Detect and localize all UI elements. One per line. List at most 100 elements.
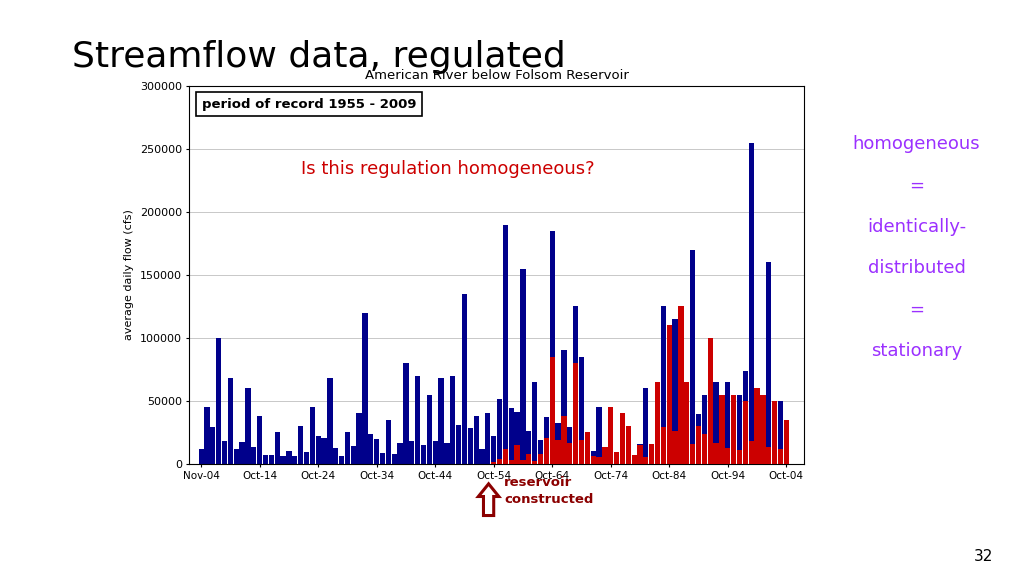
Bar	[550, 231, 555, 464]
Bar	[328, 378, 333, 464]
Bar	[579, 440, 584, 464]
Bar	[403, 363, 409, 464]
Bar	[673, 431, 678, 464]
Bar	[731, 395, 736, 464]
Bar	[696, 426, 701, 464]
Bar	[473, 416, 479, 464]
Bar	[438, 378, 443, 464]
Bar	[309, 407, 315, 464]
Bar	[719, 395, 725, 464]
Bar	[714, 443, 719, 464]
Bar	[585, 442, 590, 464]
Bar	[626, 456, 631, 464]
Bar	[451, 376, 456, 464]
Bar	[643, 457, 648, 464]
Bar	[649, 447, 654, 464]
Bar	[620, 414, 625, 464]
Bar	[772, 427, 777, 464]
Bar	[678, 306, 684, 464]
Text: identically-: identically-	[867, 218, 966, 236]
Bar	[708, 338, 713, 464]
Bar	[626, 426, 631, 464]
Bar	[526, 454, 531, 464]
Bar	[660, 427, 666, 464]
Bar	[333, 448, 338, 464]
Bar	[585, 432, 590, 464]
Bar	[251, 447, 256, 464]
Bar	[432, 441, 438, 464]
Bar	[263, 455, 268, 464]
Bar	[701, 434, 707, 464]
Bar	[667, 421, 672, 464]
Bar	[304, 452, 309, 464]
Bar	[760, 416, 766, 464]
Bar	[673, 319, 678, 464]
Bar	[532, 461, 538, 464]
Bar	[497, 399, 502, 464]
Title: American River below Folsom Reservoir: American River below Folsom Reservoir	[365, 70, 629, 82]
Bar	[391, 454, 397, 464]
Bar	[567, 442, 572, 464]
Bar	[462, 294, 467, 464]
Bar	[637, 445, 643, 464]
Bar	[561, 416, 566, 464]
Bar	[567, 427, 572, 464]
Bar	[479, 449, 484, 464]
Bar	[492, 462, 497, 464]
Bar	[274, 432, 280, 464]
Bar	[737, 395, 742, 464]
Text: =: =	[909, 176, 924, 195]
Bar	[778, 401, 783, 464]
Bar	[555, 440, 561, 464]
Bar	[667, 325, 672, 464]
Bar	[339, 457, 344, 464]
Bar	[514, 412, 520, 464]
Bar	[749, 441, 754, 464]
Bar	[322, 438, 327, 464]
Bar	[591, 451, 596, 464]
Bar	[643, 388, 648, 464]
Bar	[485, 414, 490, 464]
Bar	[350, 446, 356, 464]
Bar	[369, 434, 374, 464]
Text: Streamflow data, regulated: Streamflow data, regulated	[72, 40, 565, 74]
Bar	[573, 363, 579, 464]
Bar	[614, 453, 620, 464]
Bar	[199, 449, 204, 464]
Bar	[292, 456, 297, 464]
Text: homogeneous: homogeneous	[853, 135, 980, 153]
Bar	[632, 457, 637, 464]
Bar	[678, 430, 684, 464]
Bar	[362, 313, 368, 464]
Bar	[538, 440, 543, 464]
Bar	[749, 143, 754, 464]
Bar	[783, 449, 788, 464]
Bar	[772, 401, 777, 464]
Bar	[246, 388, 251, 464]
Text: distributed: distributed	[867, 259, 966, 278]
Bar	[550, 357, 555, 464]
Bar	[240, 442, 245, 464]
Bar	[778, 449, 783, 464]
Bar	[742, 372, 748, 464]
Bar	[602, 447, 607, 464]
Bar	[637, 444, 643, 464]
Bar	[701, 395, 707, 464]
Bar	[345, 432, 350, 464]
Bar	[456, 425, 461, 464]
Bar	[257, 416, 262, 464]
Bar	[509, 408, 514, 464]
Bar	[608, 459, 613, 464]
Bar	[655, 382, 660, 464]
Bar	[766, 263, 771, 464]
Bar	[690, 444, 695, 464]
Bar	[514, 445, 520, 464]
Bar	[608, 407, 613, 464]
Bar	[386, 420, 391, 464]
Bar	[374, 438, 379, 464]
Text: Is this regulation homogeneous?: Is this regulation homogeneous?	[301, 160, 594, 179]
Bar	[415, 376, 420, 464]
Bar	[731, 446, 736, 464]
Bar	[696, 414, 701, 464]
Bar	[596, 457, 602, 464]
